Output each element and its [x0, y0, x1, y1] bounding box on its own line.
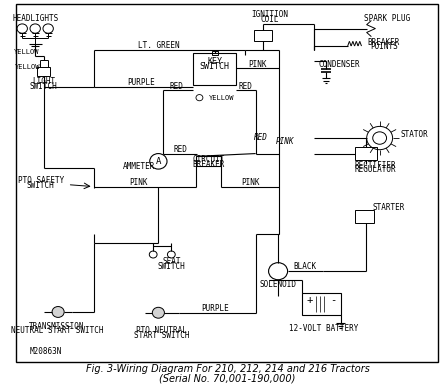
- Text: NEUTRAL START SWITCH: NEUTRAL START SWITCH: [11, 326, 103, 335]
- Text: PINK: PINK: [129, 178, 148, 187]
- Text: BLACK: BLACK: [293, 262, 316, 271]
- Text: -: -: [330, 295, 336, 305]
- Bar: [196, 156, 222, 166]
- Circle shape: [152, 307, 164, 318]
- Text: RED: RED: [239, 81, 253, 91]
- Text: BREAKER: BREAKER: [193, 160, 225, 169]
- Text: AMMETER: AMMETER: [123, 162, 155, 171]
- Text: (Serial No. 70,001-190,000): (Serial No. 70,001-190,000): [159, 374, 296, 384]
- Text: SWITCH: SWITCH: [158, 262, 185, 271]
- Text: TRANSMISSION: TRANSMISSION: [29, 322, 85, 331]
- Circle shape: [52, 307, 64, 317]
- Text: CONDENSER: CONDENSER: [318, 60, 360, 69]
- Bar: [37, 67, 50, 76]
- Text: PINK: PINK: [241, 178, 260, 187]
- Text: IGNITION: IGNITION: [251, 11, 288, 20]
- Text: Fig. 3-Wiring Diagram For 210, 212, 214 and 216 Tractors: Fig. 3-Wiring Diagram For 210, 212, 214 …: [85, 364, 369, 375]
- Text: LIGHT: LIGHT: [32, 77, 56, 86]
- Bar: [355, 210, 374, 223]
- Text: 12-VOLT BATTERY: 12-VOLT BATTERY: [289, 324, 358, 333]
- Text: RECTIFIER: RECTIFIER: [355, 161, 396, 170]
- Text: SEAT: SEAT: [162, 257, 181, 266]
- Text: PURPLE: PURPLE: [202, 303, 229, 312]
- Text: KEY: KEY: [207, 57, 222, 66]
- Text: SWITCH: SWITCH: [30, 82, 58, 91]
- Text: COIL: COIL: [261, 15, 279, 24]
- Text: YELLOW: YELLOW: [15, 65, 40, 70]
- Text: RED: RED: [170, 81, 183, 91]
- Text: RED: RED: [173, 145, 187, 154]
- Text: YELLOW: YELLOW: [14, 49, 40, 55]
- Text: REGULATOR: REGULATOR: [355, 165, 396, 174]
- Text: START SWITCH: START SWITCH: [134, 331, 190, 340]
- Text: STARTER: STARTER: [372, 203, 405, 212]
- Text: CIRCUIT: CIRCUIT: [193, 155, 225, 164]
- Text: SPARK PLUG: SPARK PLUG: [364, 14, 411, 23]
- Text: YELLOW: YELLOW: [209, 95, 235, 100]
- Bar: [193, 53, 236, 85]
- Text: POINTS: POINTS: [370, 42, 398, 51]
- Text: PINK: PINK: [248, 60, 267, 69]
- Bar: [211, 51, 218, 55]
- Text: PINK: PINK: [276, 136, 295, 146]
- Text: SWITCH: SWITCH: [199, 62, 230, 71]
- Text: HEADLIGHTS: HEADLIGHTS: [12, 14, 58, 23]
- Text: SOLENOID: SOLENOID: [259, 280, 296, 289]
- Text: RED: RED: [254, 133, 268, 142]
- Bar: [302, 292, 341, 315]
- Text: PTO SAFETY: PTO SAFETY: [18, 176, 64, 185]
- Text: BREAKER: BREAKER: [368, 38, 400, 47]
- Text: STATOR: STATOR: [400, 130, 428, 139]
- Text: M20863N: M20863N: [30, 347, 62, 356]
- Bar: [254, 30, 271, 41]
- Text: PURPLE: PURPLE: [127, 78, 155, 87]
- Text: +: +: [307, 295, 313, 305]
- Bar: [356, 147, 377, 160]
- Text: PTO NEUTRAL: PTO NEUTRAL: [136, 326, 187, 335]
- Text: A: A: [156, 157, 161, 166]
- Text: SWITCH: SWITCH: [27, 181, 55, 190]
- Text: LT. GREEN: LT. GREEN: [138, 41, 179, 50]
